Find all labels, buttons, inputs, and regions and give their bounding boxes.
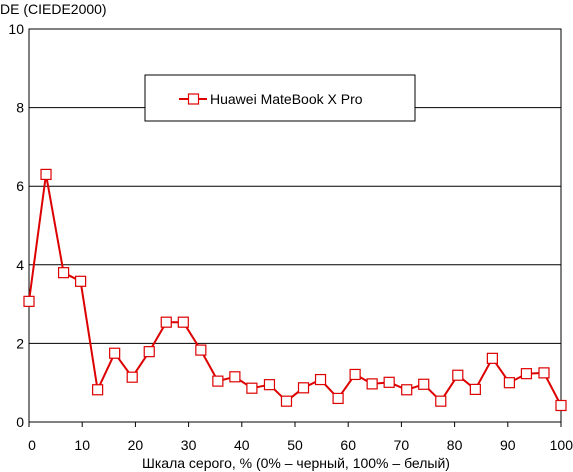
plot-area <box>28 28 562 423</box>
legend-label: Huawei MateBook X Pro <box>210 91 363 107</box>
data-point <box>57 267 70 279</box>
y-tick-label: 8 <box>16 100 24 116</box>
x-tick-label: 0 <box>28 437 36 453</box>
x-tick-label: 90 <box>500 437 516 453</box>
data-point <box>349 368 361 381</box>
legend-marker <box>187 93 200 105</box>
x-tick-label: 80 <box>447 437 463 453</box>
data-point <box>75 275 87 287</box>
data-point <box>212 375 224 387</box>
data-point <box>366 378 378 390</box>
x-tick-label: 100 <box>550 437 573 453</box>
data-point <box>297 382 310 394</box>
x-tick-label: 70 <box>394 437 410 453</box>
data-point <box>109 347 121 359</box>
data-point <box>486 352 498 364</box>
data-point <box>555 399 567 412</box>
data-point <box>538 367 550 379</box>
data-point <box>143 346 155 358</box>
data-point <box>314 373 327 386</box>
data-point <box>332 392 344 405</box>
data-point <box>23 295 35 307</box>
data-point <box>452 369 464 381</box>
data-point <box>246 382 258 394</box>
data-point <box>469 383 481 395</box>
x-axis-title: Шкала серого, % (0% – черный, 100% – бел… <box>142 455 450 471</box>
data-point <box>263 379 276 391</box>
data-point <box>195 344 207 356</box>
x-tick-label: 20 <box>128 437 144 453</box>
x-tick-label: 30 <box>181 437 197 453</box>
data-point <box>160 316 172 328</box>
data-point <box>40 168 52 181</box>
y-tick-label: 10 <box>8 21 24 37</box>
data-point <box>92 384 104 396</box>
y-axis-title: DE (CIEDE2000) <box>0 1 107 17</box>
x-tick-label: 10 <box>74 437 90 453</box>
gridlines <box>29 107 561 344</box>
data-point <box>503 377 515 389</box>
data-point <box>418 378 430 390</box>
x-tick-label: 60 <box>340 437 356 453</box>
data-point <box>229 371 241 383</box>
data-point <box>383 376 395 388</box>
y-tick-label: 6 <box>16 178 24 194</box>
legend: Huawei MateBook X Pro <box>144 74 416 122</box>
x-tick-label: 50 <box>287 437 303 453</box>
y-tick-label: 0 <box>16 414 24 430</box>
series-layer <box>23 168 567 412</box>
data-point <box>126 371 138 383</box>
series-line <box>28 173 562 406</box>
data-point <box>177 316 189 328</box>
data-point <box>520 368 533 380</box>
data-point <box>401 384 413 396</box>
data-point <box>280 395 293 407</box>
y-tick-label: 4 <box>16 257 24 273</box>
data-point <box>435 395 447 407</box>
y-tick-label: 2 <box>16 335 24 351</box>
x-tick-label: 40 <box>234 437 250 453</box>
